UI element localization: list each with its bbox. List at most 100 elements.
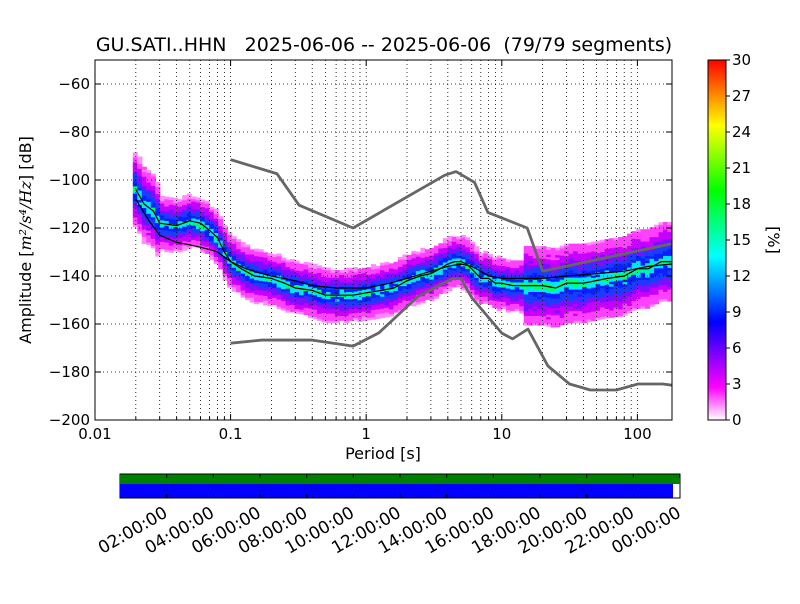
density-cell [564, 270, 570, 273]
density-cell [627, 286, 633, 290]
density-cell [213, 242, 219, 245]
density-cell [550, 264, 556, 268]
density-cell [240, 292, 246, 296]
density-cell [335, 274, 341, 278]
density-cell [290, 287, 296, 291]
density-cell [519, 289, 525, 292]
density-cell [465, 280, 471, 284]
density-cell [379, 298, 386, 302]
density-cell [141, 233, 147, 237]
density-cell [375, 306, 381, 310]
density-cell [564, 318, 570, 321]
density-cell [573, 258, 579, 261]
density-cell [294, 284, 300, 288]
density-cell [195, 207, 201, 210]
density-cell [263, 261, 269, 265]
density-cell [177, 211, 183, 214]
density-cell [303, 295, 309, 299]
density-cell [654, 279, 660, 283]
density-cell [272, 295, 278, 298]
density-cell [348, 318, 354, 321]
density-cell [654, 277, 660, 281]
density-cell [442, 266, 448, 270]
density-cell [460, 258, 466, 262]
density-cell [397, 290, 403, 294]
density-cell [505, 261, 511, 265]
density-cell [501, 272, 507, 276]
density-cell [573, 279, 579, 283]
density-cell [321, 267, 327, 270]
density-cell [510, 296, 516, 300]
density-cell [231, 257, 237, 261]
density-cell [510, 301, 516, 304]
density-cell [555, 310, 561, 313]
density-cell [312, 304, 318, 308]
density-cell [308, 291, 314, 295]
density-cell [537, 291, 543, 295]
density-cell [492, 298, 498, 301]
density-cell [146, 215, 152, 219]
density-cell [663, 248, 669, 252]
density-cell [528, 294, 534, 297]
density-cell [600, 273, 606, 277]
density-cell [546, 287, 552, 291]
density-cell [631, 307, 637, 311]
density-cell [568, 248, 574, 252]
density-cell [600, 259, 606, 262]
density-cell [559, 272, 565, 275]
density-cell [222, 239, 228, 243]
density-cell [600, 287, 606, 291]
density-cell [582, 298, 588, 302]
density-cell [330, 272, 336, 276]
density-cell [564, 306, 570, 309]
density-cell [627, 308, 633, 311]
density-cell [146, 235, 152, 238]
density-cell [195, 231, 201, 234]
density-cell [636, 262, 642, 266]
density-cell [613, 278, 619, 282]
density-cell [379, 305, 386, 309]
density-cell [595, 274, 601, 278]
density-cell [213, 239, 219, 243]
density-cell [564, 267, 570, 271]
density-cell [249, 282, 255, 286]
density-cell [438, 288, 444, 292]
density-cell [550, 298, 556, 302]
density-cell [186, 207, 192, 211]
density-cell [191, 206, 197, 209]
density-cell [627, 303, 633, 307]
density-cell [433, 250, 439, 254]
density-cell [510, 303, 516, 307]
density-cell [496, 258, 502, 261]
density-cell [469, 263, 475, 266]
density-cell [595, 243, 601, 246]
density-cell [299, 290, 305, 293]
density-cell [335, 310, 341, 314]
density-cell [609, 300, 615, 304]
density-cell [492, 288, 498, 292]
density-cell [474, 251, 480, 254]
density-cell [137, 156, 143, 160]
density-cell [609, 303, 615, 306]
density-cell [460, 244, 466, 248]
density-cell [550, 276, 556, 280]
density-cell [559, 281, 565, 285]
density-cell [519, 303, 525, 307]
density-cell [177, 213, 183, 217]
density-cell [348, 272, 354, 276]
density-cell [406, 266, 412, 270]
density-cell [658, 287, 664, 290]
density-cell [582, 245, 588, 249]
density-cell [272, 275, 278, 279]
density-cell [276, 291, 282, 295]
density-cell [640, 243, 646, 247]
density-cell [227, 248, 233, 252]
density-cell [164, 239, 170, 243]
density-cell [532, 260, 538, 264]
density-cell [317, 306, 323, 309]
density-cell [137, 175, 143, 179]
density-cell [663, 291, 669, 295]
density-cell [465, 254, 471, 257]
density-cell [663, 253, 669, 256]
density-cell [168, 242, 174, 246]
